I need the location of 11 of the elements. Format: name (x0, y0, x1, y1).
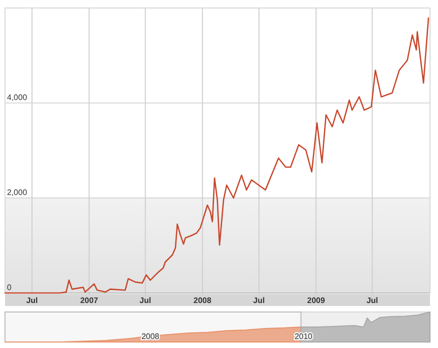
x-tick-label: Jul (140, 296, 152, 305)
x-tick-label: Jul (253, 296, 265, 305)
x-tick-label: 2007 (80, 296, 99, 305)
x-tick-label: 2008 (194, 296, 212, 305)
y-tick-label: 0 (7, 283, 12, 292)
y-tick-label: 2,000 (7, 188, 28, 197)
y-tick-label: 4,000 (7, 93, 28, 102)
x-tick-label: 2009 (307, 296, 326, 305)
x-tick-label: 2010 (294, 332, 313, 341)
x-tick-label: Jul (366, 296, 378, 305)
x-tick-label: Jul (26, 296, 38, 305)
